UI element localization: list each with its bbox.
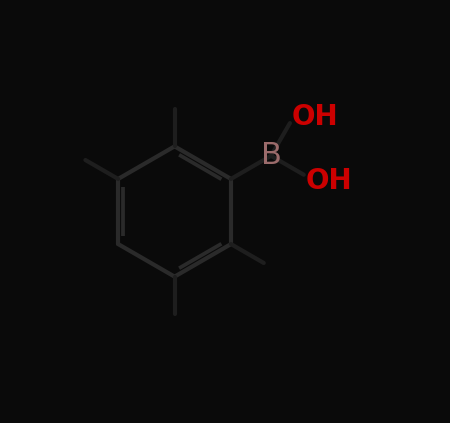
Text: B: B (261, 141, 281, 170)
Text: OH: OH (292, 103, 339, 131)
Text: OH: OH (306, 167, 352, 195)
